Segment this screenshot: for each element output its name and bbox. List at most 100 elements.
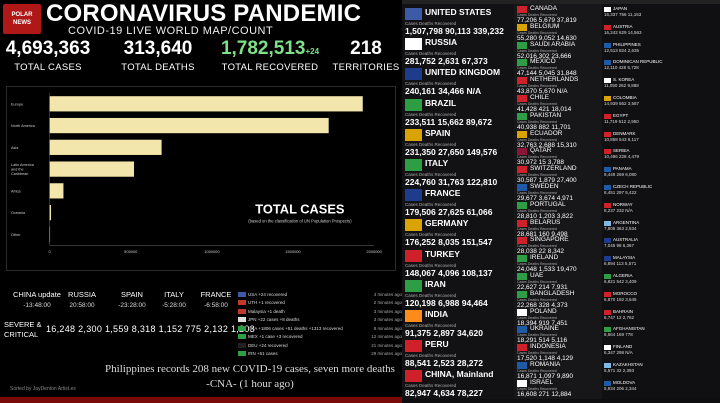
total-deaths: 313,640 TOTAL DEATHS [110,38,206,73]
flag-icon [405,189,422,202]
flag-icon [604,363,611,368]
country-entry: SWITZERLAND Cases Deaths Recovered 30,587 … [514,165,602,189]
country-name: MEXICO [530,58,556,66]
country-entry: NETHERLANDS Cases Deaths Recovered 43,870 … [514,76,602,100]
flag-icon [517,273,527,280]
stat-labels: Cases Deaths Recovered [405,51,457,57]
flag-icon [604,149,611,155]
news-time: 4 minutes ago [373,291,402,297]
category-label: North America [11,124,36,128]
stat-labels: Cases Deaths Recovered [405,81,457,87]
stat-values: 55,280 9,052 14,630 [517,34,577,42]
flag-icon [604,185,611,190]
stat-values: 11,050 262 9,888 [604,83,639,89]
flag-icon [405,310,422,322]
country-entry: ISRAEL Cases Deaths Recovered 16,608 271 1… [514,379,602,403]
total-territories-label: TERRITORIES [332,62,400,73]
stat-values: 82,947 4,634 78,227 [405,388,483,399]
total-territories: 218 TERRITORIES [332,38,400,73]
country-name: S. KOREA [613,77,635,83]
flag-icon [604,24,611,30]
country-entry: SPAIN Cases Deaths Recovered 231,350 27,65… [402,127,514,170]
country-entry: CANADA Cases Deaths Recovered 77,206 5,679… [514,5,602,29]
stat-labels: Cases Deaths Recovered [517,30,557,35]
flag-icon [604,380,611,386]
news-text: Malaysia +1 death [248,308,285,314]
country-entry: RUSSIA Cases Deaths Recovered 281,752 2,63… [402,36,514,79]
country-entry: MALAYSIA 6,894 113 5,571 [602,254,720,267]
country-name: ISRAEL [530,378,554,386]
stat-labels: Cases Deaths Recovered [517,297,557,302]
update-time: -13:48:00 [23,302,51,309]
country-stats-panel: UNITED STATES Cases Deaths Recovered 1,507… [402,0,720,403]
stat-values: 1,507,798 90,113 339,232 [405,26,504,36]
country-name: POLAND [530,307,557,315]
stat-values: 12,110 428 5,728 [604,65,639,71]
update-country: RUSSIA [68,290,96,299]
x-tick-label: 500000 [124,249,138,254]
flag-icon [405,370,422,383]
x-tick-label: 1000000 [204,249,220,254]
flag-icon [604,7,611,12]
stat-values: 16,242 629 14,563 [604,29,642,35]
country-entry: MOLDOVA 5,934 206 2,344 [602,379,720,392]
country-entry: PORTUGAL Cases Deaths Recovered 28,810 1,2… [514,201,602,225]
flag-icon [405,219,422,232]
country-name: SPAIN [425,127,451,138]
country-entry: AFGHANISTAN 6,664 169 778 [602,325,720,338]
bottom-bar [0,397,402,403]
flag-icon [405,38,422,51]
bar-north-america [49,117,329,134]
news-feed: USA +24 recovered 4 minutes ago UTH +1 rec… [238,290,402,358]
country-name: PORTUGAL [530,200,566,208]
update-spain: SPAIN -23:28:00 [112,290,152,309]
flag-icon [517,201,527,209]
flag-icon [604,327,611,333]
country-name: BELARUS [530,218,561,226]
flag-icon [517,184,527,191]
country-name: AFGHANISTAN [613,326,645,332]
flag-icon [604,345,611,351]
country-name: NORWAY [613,201,633,207]
country-entry: FRANCE Cases Deaths Recovered 179,506 27,6… [402,187,514,230]
chart-subtitle: (based on the classification of UN Popul… [248,219,352,224]
stat-values: 224,760 31,763 122,810 [405,177,498,187]
country-entry: UKRAINE Cases Deaths Recovered 18,291 514 … [514,325,602,349]
country-entry: KAZAKHSTAN 5,571 32 2,393 [602,361,720,374]
update-time: 20:58:00 [69,302,95,309]
country-entry: SAUDI ARABIA Cases Deaths Recovered 52,016… [514,41,602,65]
flag-icon [405,8,422,20]
update-country: FRANCE [200,290,232,299]
news-time: 12 minutes ago [371,334,402,340]
stat-labels: Cases Deaths Recovered [517,137,557,142]
flag-icon [604,291,611,297]
country-name: SAUDI ARABIA [530,40,576,48]
country-entry: MEXICO Cases Deaths Recovered 47,144 5,045… [514,58,602,82]
stat-labels: Cases Deaths Recovered [517,102,557,106]
stat-values: 8,451 297 5,422 [604,190,637,195]
country-name: ARGENTINA [613,219,640,225]
stat-labels: Cases Deaths Recovered [517,386,557,391]
headline-source: -CNA- (1 hour ago) [206,378,294,390]
stat-labels: Cases Deaths Recovered [517,208,557,213]
flag-icon [604,42,611,48]
flag-icon [238,342,246,348]
stat-labels: Cases Deaths Recovered [517,119,557,124]
total-recovered: 1,782,513+24 TOTAL RECOVERED [212,38,328,73]
stat-values: 7,045 98 6,367 [604,243,635,249]
country-entry: INDONESIA Cases Deaths Recovered 17,520 1,… [514,343,602,367]
flag-icon [604,220,611,226]
category-label: Oceania [11,211,26,215]
country-entry: POLAND Cases Deaths Recovered 18,394 919 7… [514,308,602,332]
stat-values: 6,664 169 778 [604,332,633,338]
flag-icon [604,113,611,119]
country-name: NETHERLANDS [530,76,579,84]
country-name: PAKISTAN [530,111,562,119]
channel-logo: POLAR NEWS [3,4,41,34]
stat-values: 120,198 6,988 94,464 [405,297,488,308]
stat-labels: Cases Deaths Recovered [405,232,457,238]
flag-icon [517,148,527,156]
category-label: Europe [11,102,23,106]
country-entry: INDIA Cases Deaths Recovered 91,375 2,897 … [402,308,514,351]
flag-icon [604,60,611,66]
